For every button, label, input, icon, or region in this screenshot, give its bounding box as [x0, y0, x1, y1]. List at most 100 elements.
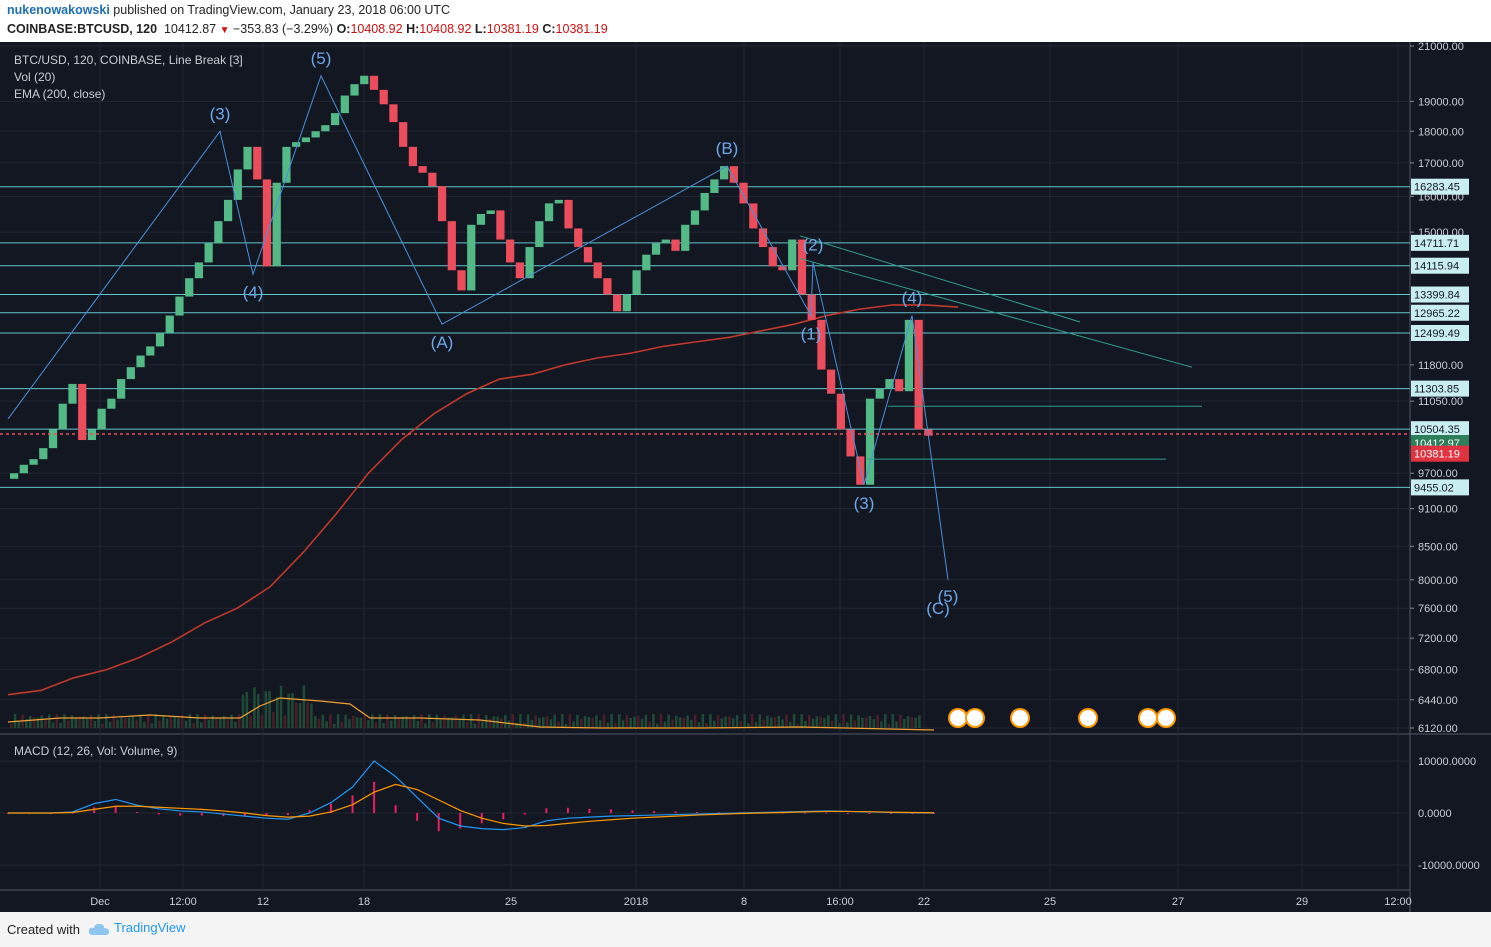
wave-label: (5) — [938, 587, 959, 606]
level-label-box — [1411, 324, 1469, 341]
price-tick-label: 9100.00 — [1418, 504, 1458, 516]
volume-bar — [32, 717, 36, 728]
close-price-label: 10381.19 — [1414, 449, 1460, 461]
volume-bar — [139, 714, 142, 728]
volume-bar — [694, 714, 697, 728]
macd-histogram-bar — [545, 808, 548, 813]
volume-bar — [371, 714, 374, 728]
volume-bar — [420, 714, 423, 728]
tradingview-brand: TradingView — [114, 920, 186, 935]
volume-bar — [306, 702, 309, 728]
volume-bar — [458, 719, 461, 728]
volume-bar — [876, 714, 879, 728]
level-label-box — [1411, 257, 1469, 274]
volume-bar — [207, 719, 211, 728]
down-brick — [506, 239, 515, 263]
volume-bar — [842, 714, 845, 728]
volume-bar — [534, 715, 537, 728]
plot-background — [0, 42, 1410, 890]
volume-bar — [298, 703, 302, 728]
volume-bar — [819, 716, 822, 728]
macd-histogram-bar — [717, 812, 720, 814]
close-price-box — [1411, 445, 1469, 462]
time-tick-label: 22 — [918, 896, 930, 908]
price-tick-label: 9700.00 — [1418, 468, 1458, 480]
volume-bar — [587, 716, 591, 728]
volume-bar — [401, 716, 404, 728]
level-label: 16283.45 — [1414, 182, 1460, 194]
ema-legend[interactable]: EMA (200, close) — [14, 87, 106, 101]
macd-legend[interactable]: MACD (12, 26, Vol: Volume, 9) — [14, 744, 178, 758]
macd-histogram-bar — [846, 813, 849, 814]
low-value: 10381.19 — [486, 22, 539, 36]
down-brick — [564, 199, 573, 229]
author-name[interactable]: nukenowakowski — [7, 3, 110, 17]
volume-bar — [177, 718, 180, 728]
chart-canvas[interactable]: 21000.0019000.0018000.0017000.0016000.00… — [0, 42, 1491, 912]
up-brick — [865, 398, 875, 485]
event-icon-face — [1158, 710, 1174, 726]
tradingview-link[interactable]: TradingView — [88, 920, 186, 936]
volume-bar — [257, 694, 260, 728]
macd-histogram-bar — [933, 813, 935, 814]
volume-bar — [591, 717, 594, 728]
volume-legend[interactable]: Vol (20) — [14, 70, 56, 84]
volume-bar — [230, 714, 233, 728]
price-tick-label: 18000.00 — [1418, 126, 1464, 138]
up-brick — [525, 247, 534, 279]
volume-bar — [500, 718, 503, 728]
volume-bar — [97, 714, 100, 728]
volume-bar — [93, 721, 97, 728]
level-label-box — [1411, 178, 1469, 195]
volume-bar — [36, 717, 40, 728]
up-brick — [632, 270, 641, 295]
volume-ma-line — [7, 697, 935, 731]
volume-bar — [652, 714, 655, 728]
macd-histogram-bar — [286, 813, 289, 816]
price-tick-label: 6800.00 — [1418, 665, 1458, 677]
macd-histogram-bar — [674, 811, 677, 813]
volume-bar — [89, 714, 93, 728]
volume-bar — [644, 714, 648, 728]
volume-bar — [754, 722, 758, 728]
volume-bar — [355, 717, 359, 728]
wave-label: (B) — [716, 139, 739, 158]
macd-histogram-bar — [243, 813, 246, 817]
up-brick — [292, 142, 301, 147]
volume-bar — [918, 715, 921, 728]
volume-bar — [872, 719, 876, 728]
down-brick — [408, 146, 418, 167]
level-label-box — [1411, 286, 1469, 303]
up-brick — [710, 179, 719, 193]
up-brick — [651, 243, 661, 255]
up-brick — [48, 429, 58, 449]
volume-bar — [477, 714, 480, 728]
macd-histogram-bar — [373, 781, 376, 813]
volume-bar — [393, 715, 397, 728]
up-brick — [214, 221, 223, 244]
down-brick — [253, 146, 262, 180]
main-series-legend[interactable]: BTC/USD, 120, COINBASE, Line Break [3] — [14, 53, 243, 67]
down-brick — [895, 379, 904, 392]
volume-bar — [51, 722, 55, 728]
cloud-logo-icon — [88, 923, 109, 935]
volume-bar — [40, 715, 43, 728]
volume-bar — [542, 717, 545, 728]
level-label-box — [1411, 421, 1469, 438]
volume-bar — [625, 715, 629, 728]
volume-bar — [447, 717, 450, 728]
volume-bar — [158, 720, 161, 728]
volume-bar — [173, 716, 176, 728]
volume-bar — [796, 723, 800, 728]
volume-bar — [583, 716, 587, 728]
footer: Created with TradingView — [0, 912, 1491, 947]
event-icon-face — [1012, 710, 1028, 726]
time-tick-label: 12:00 — [1384, 896, 1412, 908]
volume-bar — [162, 715, 165, 728]
up-brick — [10, 473, 19, 479]
down-brick — [418, 166, 427, 173]
volume-bar — [340, 721, 344, 728]
volume-bar — [321, 714, 325, 728]
volume-bar — [295, 702, 298, 728]
close-label: C: — [542, 22, 556, 36]
